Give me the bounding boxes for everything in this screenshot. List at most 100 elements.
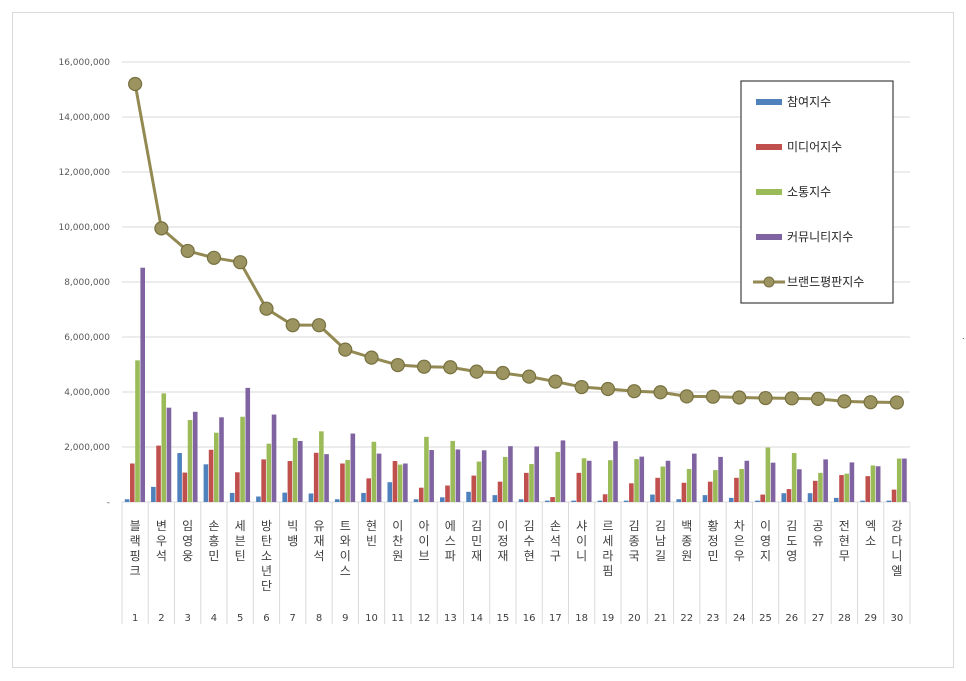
marker-브랜드평판지수 <box>469 364 484 379</box>
marker-브랜드평판지수 <box>311 318 327 333</box>
bar-커뮤니티지수 <box>744 460 750 502</box>
bar-커뮤니티지수 <box>219 417 224 502</box>
bar-미디어지수 <box>471 475 477 502</box>
marker-브랜드평판지수 <box>364 350 379 365</box>
x-rank-label: 17 <box>549 613 562 624</box>
y-tick-label: - <box>107 498 110 508</box>
bar-미디어지수 <box>760 494 765 502</box>
x-rank-label: 30 <box>890 613 903 624</box>
x-rank-label: 20 <box>628 613 641 624</box>
bar-소통지수 <box>240 416 245 502</box>
bar-소통지수 <box>713 470 718 502</box>
bar-커뮤니티지수 <box>849 462 855 502</box>
bar-미디어지수 <box>812 480 818 502</box>
bar-커뮤니티지수 <box>271 414 277 502</box>
y-tick-label: 16,000,000 <box>58 58 110 68</box>
bar-커뮤니티지수 <box>298 440 303 502</box>
bar-참여지수 <box>650 494 655 502</box>
marker-브랜드평판지수 <box>863 395 878 410</box>
bar-커뮤니티지수 <box>586 460 592 502</box>
x-rank-label: 26 <box>785 613 798 624</box>
bar-미디어지수 <box>786 489 792 502</box>
stray-dot: . <box>962 332 965 341</box>
marker-브랜드평판지수 <box>837 394 852 409</box>
marker-브랜드평판지수 <box>259 301 274 316</box>
bar-소통지수 <box>818 472 823 502</box>
marker-브랜드평판지수 <box>784 391 799 406</box>
marker-브랜드평판지수 <box>600 381 616 397</box>
bar-커뮤니티지수 <box>140 267 145 502</box>
marker-브랜드평판지수 <box>705 389 721 404</box>
bar-커뮤니티지수 <box>665 460 671 502</box>
marker-브랜드평판지수 <box>495 365 510 381</box>
bar-참여지수 <box>755 500 760 502</box>
bar-미디어지수 <box>445 485 450 502</box>
bar-미디어지수 <box>550 497 555 502</box>
bar-미디어지수 <box>891 489 897 502</box>
marker-브랜드평판지수 <box>574 379 589 395</box>
bar-커뮤니티지수 <box>324 454 329 502</box>
bar-미디어지수 <box>287 461 293 502</box>
bar-커뮤니티지수 <box>455 449 461 502</box>
legend-label: 브랜드평판지수 <box>787 275 864 289</box>
bar-참여지수 <box>623 500 629 502</box>
marker-브랜드평판지수 <box>416 359 432 374</box>
bar-소통지수 <box>502 456 508 502</box>
bar-참여지수 <box>440 497 445 502</box>
bar-미디어지수 <box>418 487 424 502</box>
bar-커뮤니티지수 <box>534 446 539 502</box>
bar-참여지수 <box>492 495 498 502</box>
x-rank-label: 21 <box>654 613 667 624</box>
bar-소통지수 <box>686 469 692 502</box>
bar-참여지수 <box>124 499 130 502</box>
bar-커뮤니티지수 <box>560 440 566 502</box>
bar-참여지수 <box>413 499 419 502</box>
x-rank-label: 1 <box>132 613 138 624</box>
bar-미디어지수 <box>497 481 503 502</box>
bar-커뮤니티지수 <box>797 469 802 502</box>
bar-커뮤니티지수 <box>429 450 434 502</box>
bar-소통지수 <box>371 441 377 502</box>
x-rank-label: 16 <box>523 613 536 624</box>
x-rank-label: 27 <box>812 613 825 624</box>
marker-브랜드평판지수 <box>653 385 668 400</box>
bar-미디어지수 <box>182 472 188 502</box>
bar-소통지수 <box>319 431 324 502</box>
x-rank-label: 28 <box>838 613 851 624</box>
marker-브랜드평판지수 <box>443 360 458 375</box>
bar-커뮤니티지수 <box>350 433 356 502</box>
legend-label: 소통지수 <box>787 185 831 199</box>
bar-소통지수 <box>135 360 140 502</box>
bar-커뮤니티지수 <box>481 450 487 502</box>
bar-미디어지수 <box>261 459 266 502</box>
marker-브랜드평판지수 <box>390 357 405 373</box>
bar-소통지수 <box>161 393 167 502</box>
bar-미디어지수 <box>208 449 214 502</box>
bar-커뮤니티지수 <box>902 458 907 502</box>
bar-커뮤니티지수 <box>166 407 172 502</box>
bar-미디어지수 <box>235 472 240 502</box>
bar-커뮤니티지수 <box>770 462 776 502</box>
bar-미디어지수 <box>392 461 398 502</box>
marker-브랜드평판지수 <box>285 318 300 333</box>
bar-소통지수 <box>529 464 534 502</box>
bar-참여지수 <box>834 497 839 502</box>
bar-미디어지수 <box>156 445 161 502</box>
x-rank-label: 4 <box>211 613 217 624</box>
x-rank-label: 23 <box>707 613 720 624</box>
marker-브랜드평판지수 <box>338 342 353 357</box>
x-rank-label: 15 <box>496 613 509 624</box>
legend-label: 커뮤니티지수 <box>787 230 853 244</box>
